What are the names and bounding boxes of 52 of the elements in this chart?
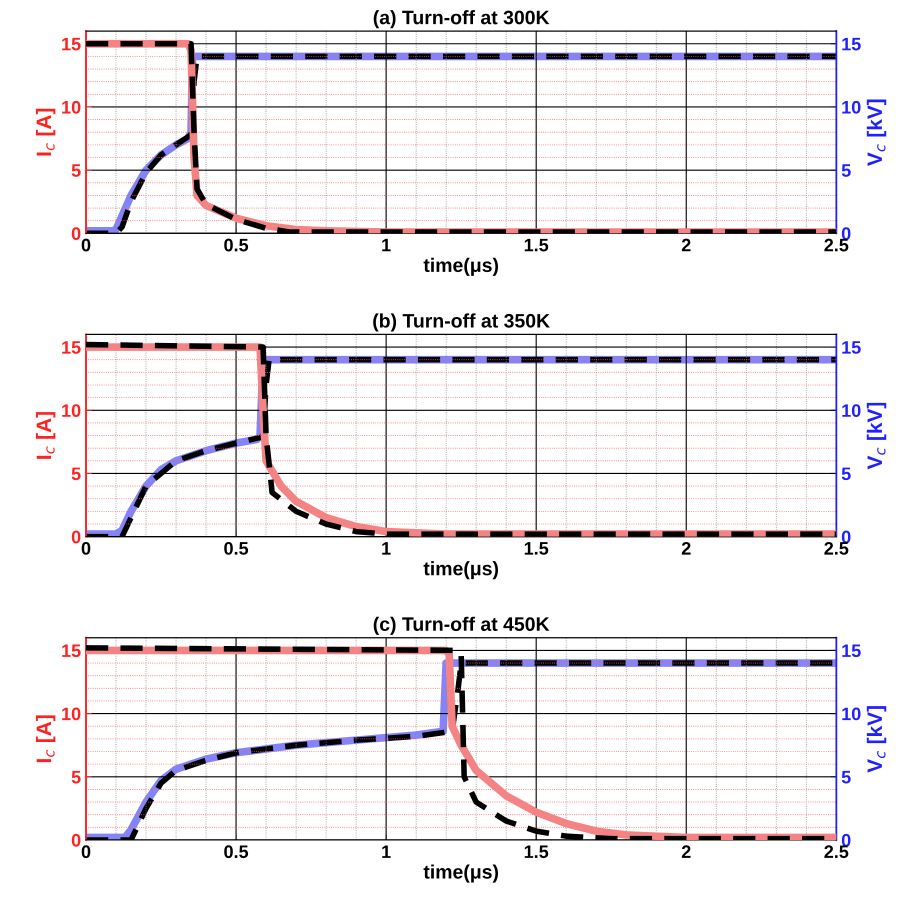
y-tick-label: 5 — [72, 770, 81, 784]
x-tick-label: 2.5 — [824, 238, 848, 252]
x-tick-label: 0 — [82, 845, 90, 858]
y2-tick-label: 10 — [842, 404, 861, 417]
y-tick-label: 5 — [72, 468, 81, 480]
y-tick-label: 15 — [62, 38, 81, 50]
y2-tick-label: 5 — [842, 468, 851, 480]
y-tick-label: 10 — [62, 708, 80, 720]
x-tick-label: 0 — [82, 542, 90, 555]
x-tick-label: 1 — [382, 845, 391, 858]
x-axis-title: time(μs) — [424, 258, 498, 276]
y-axis-title: I$_{c}$ [A] — [36, 715, 56, 762]
x-tick-label: 0.5 — [224, 542, 248, 555]
y-tick-label: 10 — [62, 100, 80, 114]
x-tick-label: 1.5 — [524, 238, 548, 252]
y-axis-title: I$_{c}$ [A] — [36, 108, 56, 156]
x-tick-label: 1.5 — [524, 542, 548, 555]
x-tick-label: 2.5 — [824, 845, 848, 858]
y2-axis-title: V$_{c}$ [kV] — [866, 100, 886, 166]
y-axis-title: I$_{c}$ [A] — [36, 412, 56, 459]
y-tick-label: 15 — [62, 341, 81, 354]
y-tick-label: 15 — [62, 644, 81, 658]
y2-tick-label: 15 — [842, 38, 861, 50]
x-tick-label: 1 — [382, 238, 391, 252]
chart-title: (b) Turn-off at 350K — [373, 313, 550, 332]
y-tick-label: 10 — [62, 404, 80, 417]
y2-tick-label: 10 — [842, 708, 861, 720]
y2-tick-label: 15 — [842, 341, 861, 354]
chart-title: (a) Turn-off at 300K — [374, 10, 550, 28]
y2-axis-title: V$_{c}$ [kV] — [866, 402, 886, 470]
y2-tick-label: 10 — [842, 100, 861, 114]
y-tick-label: 5 — [72, 164, 81, 177]
x-tick-label: 0.5 — [224, 238, 248, 252]
x-tick-label: 1 — [382, 542, 391, 555]
x-tick-label: 2.5 — [824, 542, 848, 555]
x-tick-label: 2 — [682, 238, 691, 252]
y-tick-label: 0 — [72, 834, 80, 847]
y-tick-label: 0 — [72, 530, 80, 544]
x-axis-title: time(μs) — [424, 864, 498, 883]
x-tick-label: 0 — [82, 238, 90, 252]
x-tick-label: 0.5 — [224, 845, 248, 858]
x-axis-title: time(μs) — [424, 561, 498, 580]
y-tick-label: 0 — [72, 227, 80, 240]
y2-tick-label: 5 — [842, 770, 851, 784]
y2-tick-label: 15 — [842, 644, 861, 658]
x-tick-label: 2 — [682, 845, 691, 858]
x-tick-label: 1.5 — [524, 845, 548, 858]
y2-tick-label: 0 — [842, 530, 850, 544]
y2-tick-label: 5 — [842, 164, 851, 177]
chart-title: (c) Turn-off at 450K — [374, 616, 550, 635]
y2-axis-title: V$_{c}$ [kV] — [866, 706, 886, 773]
x-tick-label: 2 — [682, 542, 691, 555]
